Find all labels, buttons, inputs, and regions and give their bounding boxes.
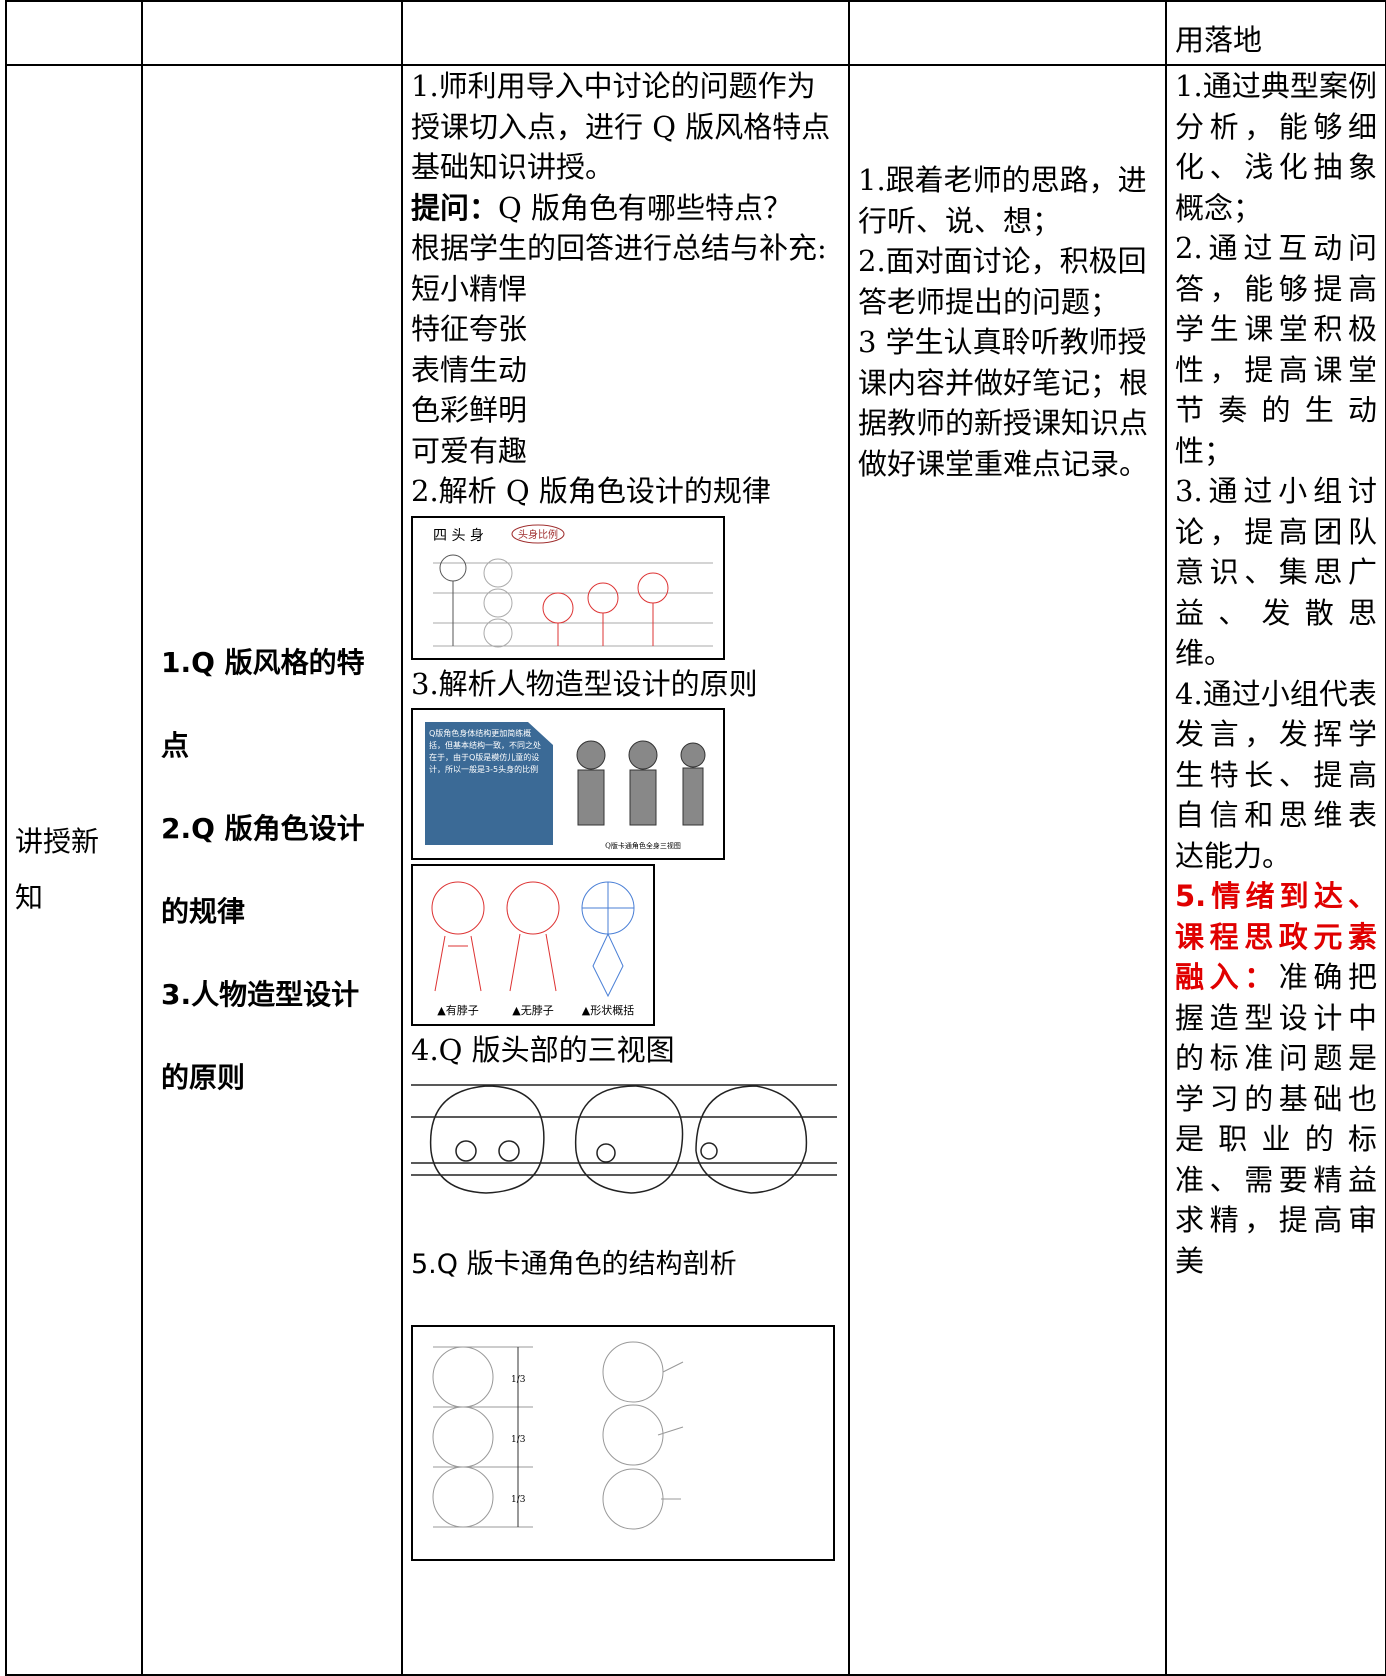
text: 4.通过小组代表发言，发挥学生特长、提高自信和思维表达能力。 <box>1175 676 1377 873</box>
text: 提问：Q 版角色有哪些特点？ <box>411 188 840 229</box>
ratio: 1/3 <box>511 1435 526 1445</box>
tag-outline <box>511 524 565 543</box>
text: 1.师利用导入中讨论的问题作为授课切入点，进行 Q 版风格特点基础知识讲授。 <box>411 69 831 184</box>
text: 用落地 <box>1175 22 1263 57</box>
fig-caption: Q版卡通角色全身三视图 <box>605 841 681 850</box>
text: 5.Q 版卡通角色的结构剖析 <box>411 1248 737 1280</box>
cell <box>141 0 403 66</box>
figure-head-body-ratio: 四 头 身 头身比例 <box>411 515 725 660</box>
student-cell: 1.跟着老师的思路，进行听、说、想； 2.面对面讨论，积极回答老师提出的问题； … <box>848 64 1167 1676</box>
feature: 可爱有趣 <box>411 433 528 468</box>
objective: 1.Q 版风格的特点 <box>161 646 365 762</box>
text: 3 学生认真聆听教师授课内容并做好笔记；根据教师的新授课知识点做好课堂重难点记录… <box>858 325 1149 481</box>
feature: 色彩鲜明 <box>411 393 528 427</box>
text: 1.跟着老师的思路，进行听、说、想； <box>858 163 1147 238</box>
text-panel <box>425 722 553 845</box>
text: 3.解析人物造型设计的原则 <box>411 666 758 701</box>
question: Q 版角色有哪些特点？ <box>498 190 793 225</box>
objective: 2.Q 版角色设计的规律 <box>161 812 365 928</box>
figure-structure-analysis: 1/3 1/3 1/3 <box>411 1325 835 1561</box>
objectives-cell: 1.Q 版风格的特点 2.Q 版角色设计的规律 3.人物造型设计的原则 <box>141 64 403 1676</box>
lesson-table: 用落地 讲授新知 1.Q 版风格的特点 2.Q 版角色设计的规律 3.人物造型设… <box>5 0 1386 1676</box>
text: 5.情绪到达、课程思政元素融入：准确把握造型设计中的标准问题是学习的基础也是职业… <box>1175 876 1377 1281</box>
main-row: 讲授新知 1.Q 版风格的特点 2.Q 版角色设计的规律 3.人物造型设计的原则… <box>5 64 1386 1676</box>
text: 1.通过典型案例分析，能够细化、浅化抽象概念； <box>1175 69 1377 225</box>
figure-neck: ▲有脖子 ▲无脖子 ▲形状概括 <box>411 864 655 1026</box>
ratio: 1/3 <box>511 1495 526 1505</box>
figure-head-views <box>411 1083 837 1194</box>
fig-text: Q版角色身体结构更加简练概括，但基本结构一致，不同之处在于，由于Q版是模仿儿童的… <box>429 729 541 774</box>
figure-structure: Q版角色身体结构更加简练概括，但基本结构一致，不同之处在于，由于Q版是模仿儿童的… <box>411 708 725 860</box>
fig-label: ▲形状概括 <box>582 1003 634 1017</box>
text: 2.通过互动问答，能够提高学生课堂积极性，提高课堂节奏的生动性； <box>1175 231 1377 468</box>
design-cell: 用落地 <box>1165 0 1386 66</box>
fig-label: ▲有脖子 <box>437 1003 478 1017</box>
highlight: 5.情绪到达、课程思政元素融入： <box>1175 879 1377 994</box>
text: 根据学生的回答进行总结与补充: <box>411 231 827 265</box>
feature: 特征夸张 <box>411 312 528 346</box>
cell <box>401 0 850 66</box>
fig-tag: 头身比例 <box>518 528 558 541</box>
section: 讲授新知 <box>15 825 100 914</box>
fig-label: ▲无脖子 <box>512 1004 553 1017</box>
cell <box>848 0 1167 66</box>
objective: 3.人物造型设计的原则 <box>161 978 360 1094</box>
cell <box>5 0 143 66</box>
text: 2.面对面讨论，积极回答老师提出的问题； <box>858 244 1147 319</box>
feature: 表情生动 <box>411 352 528 387</box>
feature: 短小精悍 <box>411 271 528 306</box>
text: 3.通过小组讨论，提高团队意识、集思广益、发散思维。 <box>1175 474 1377 670</box>
ratio: 1/3 <box>511 1375 526 1385</box>
top-row: 用落地 <box>5 0 1386 66</box>
question-key: 提问： <box>411 190 499 225</box>
fig-title: 四 头 身 <box>433 528 484 544</box>
section-cell: 讲授新知 <box>5 64 143 1676</box>
design-cell: 1.通过典型案例分析，能够细化、浅化抽象概念； 2.通过互动问答，能够提高学生课… <box>1165 64 1386 1676</box>
text: 4.Q 版头部的三视图 <box>411 1033 675 1067</box>
text: 2.解析 Q 版角色设计的规律 <box>411 474 771 508</box>
teacher-cell: 1.师利用导入中讨论的问题作为授课切入点，进行 Q 版风格特点基础知识讲授。 提… <box>401 64 850 1676</box>
text: 准确把握造型设计中的标准问题是学习的基础也是职业的标准、需要精益求精，提高审美 <box>1175 960 1377 1278</box>
